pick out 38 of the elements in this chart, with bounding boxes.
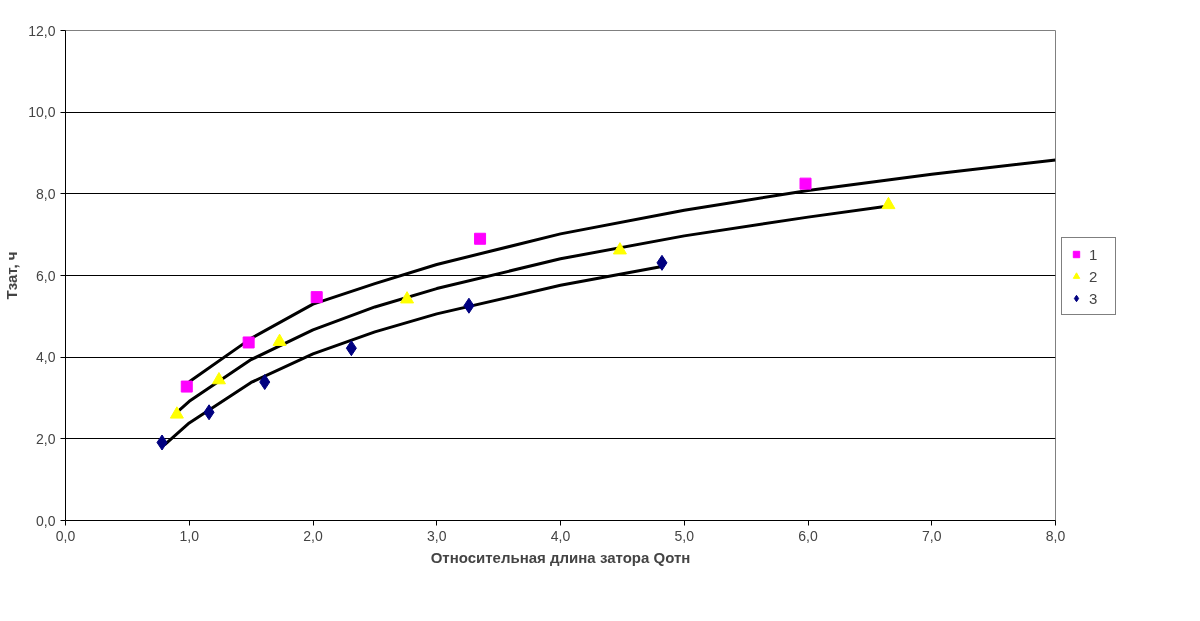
point xyxy=(799,177,812,190)
y-tick-label: 4,0 xyxy=(36,349,56,366)
point xyxy=(180,380,193,393)
x-tick-label: 2,0 xyxy=(303,527,323,544)
x-axis-title: Относительная длина затора Qотн xyxy=(430,548,691,566)
x-tick-label: 3,0 xyxy=(427,527,447,544)
point xyxy=(656,254,668,271)
x-tick-label: 1,0 xyxy=(179,527,200,544)
legend-label: 3 xyxy=(1089,289,1099,307)
x-tick-label: 4,0 xyxy=(550,527,571,544)
y-tick-label: 0,0 xyxy=(36,512,56,529)
point xyxy=(345,340,357,357)
point xyxy=(474,232,487,245)
point xyxy=(211,372,226,385)
point xyxy=(259,374,271,391)
y-tick-label: 10,0 xyxy=(28,104,56,121)
y-tick-label: 2,0 xyxy=(36,430,56,447)
point xyxy=(169,406,184,419)
legend-label: 1 xyxy=(1089,245,1099,263)
x-tick-label: 0,0 xyxy=(55,527,76,544)
x-tick-label: 7,0 xyxy=(922,527,942,544)
point xyxy=(310,291,323,304)
point xyxy=(203,404,215,421)
point xyxy=(612,242,627,255)
point xyxy=(881,196,896,210)
point xyxy=(463,297,475,314)
x-tick-label: 6,0 xyxy=(798,527,818,544)
y-tick-label: 12,0 xyxy=(28,22,56,39)
y-tick-label: 6,0 xyxy=(36,267,56,284)
point xyxy=(272,333,287,346)
y-tick-label: 8,0 xyxy=(36,185,56,202)
y-axis-title: Тзат, ч xyxy=(3,251,21,300)
point xyxy=(400,291,415,304)
x-tick-label: 8,0 xyxy=(1045,527,1066,544)
legend-label: 2 xyxy=(1089,267,1099,285)
x-tick-label: 5,0 xyxy=(674,527,695,544)
point xyxy=(242,336,255,349)
point xyxy=(156,434,168,451)
